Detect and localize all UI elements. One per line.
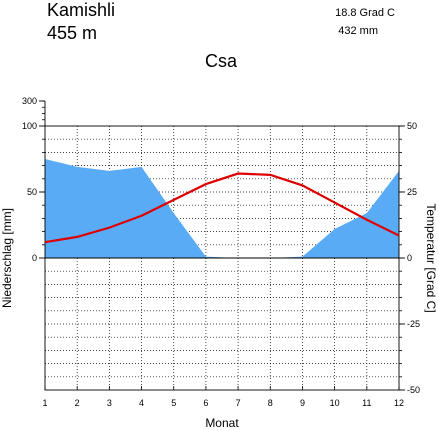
x-tick-label: 7 [236,398,241,408]
right-tick-label: 50 [407,121,417,131]
precipitation-area [45,159,399,258]
x-tick-label: 2 [75,398,80,408]
x-tick-label: 1 [42,398,47,408]
x-tick-label: 5 [171,398,176,408]
x-tick-label: 10 [330,398,340,408]
x-tick-label: 3 [107,398,112,408]
x-tick-label: 6 [203,398,208,408]
station-elevation: 455 m [47,23,98,43]
right-axis-label: Temperatur [Grad C] [424,203,438,312]
x-tick-label: 11 [362,398,371,408]
left-tick-label: 50 [27,187,37,197]
x-tick-label: 9 [300,398,305,408]
x-tick-label: 4 [139,398,144,408]
left-tick-label: 0 [32,253,37,263]
temperature-line [44,172,400,244]
left-tick-label: 100 [22,121,37,131]
axes [39,100,405,391]
right-tick-label: -25 [407,319,420,329]
x-tick-label: 8 [268,398,273,408]
station-name: Kamishli [47,0,116,20]
left-tick-label: 300 [22,96,37,106]
x-axis-label: Monat [205,416,239,430]
x-tick-label: 12 [394,398,404,408]
left-axis-label: Niederschlag [mm] [0,208,14,308]
annual-precipitation: 432 mm [338,25,378,37]
mean-temperature: 18.8 Grad C [335,7,395,19]
right-tick-label: -50 [407,385,420,395]
climate-class: Csa [205,51,238,71]
right-tick-label: 0 [407,253,412,263]
right-tick-label: 25 [407,187,417,197]
